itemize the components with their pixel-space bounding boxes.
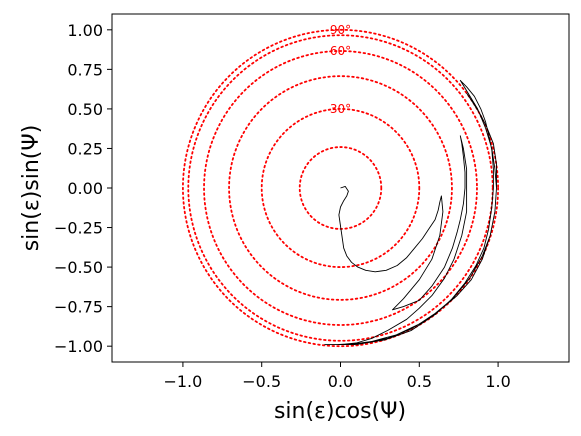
y-tick-label-1: 0.75 [67, 60, 103, 79]
series-line-0 [324, 79, 497, 346]
y-tick-label-3: 0.25 [67, 139, 103, 158]
y-tick-label-4: 0.00 [67, 179, 103, 198]
x-axis-ticks: −1.0 −0.5 0.0 0.5 1.0 [163, 362, 511, 391]
reference-ring-4 [187, 34, 494, 342]
reference-ring-3 [203, 50, 478, 326]
y-tick-label-5: −0.25 [54, 219, 103, 238]
x-tick-label-0: −1.0 [163, 372, 202, 391]
ring-label-1: 60° [330, 44, 351, 58]
x-tick-label-2: 0.0 [328, 372, 353, 391]
y-tick-label-6: −0.50 [54, 258, 103, 277]
y-axis-label: sin(ε)sin(Ψ) [19, 125, 44, 252]
y-tick-label-0: 1.00 [67, 21, 103, 40]
y-axis-ticks: 1.00 0.75 0.50 0.25 0.00 −0.25 −0.50 −0.75 −1.00 [54, 21, 112, 356]
x-axis-label: sin(ε)cos(Ψ) [274, 399, 406, 424]
reference-ring-1 [260, 108, 421, 268]
x-tick-label-3: 0.5 [407, 372, 432, 391]
y-tick-label-8: −1.00 [54, 337, 103, 356]
trajectory-series [324, 79, 497, 346]
y-tick-label-2: 0.50 [67, 100, 103, 119]
x-tick-label-1: −0.5 [242, 372, 281, 391]
ring-label-2: 90° [330, 23, 351, 37]
x-tick-label-4: 1.0 [485, 372, 510, 391]
reference-ring-2 [228, 75, 453, 301]
reference-ring-5 [182, 28, 499, 348]
ring-labels: 30° 60° 90° [330, 23, 351, 116]
y-tick-label-7: −0.75 [54, 298, 103, 317]
reference-rings [182, 28, 499, 348]
ring-label-0: 30° [330, 102, 351, 116]
